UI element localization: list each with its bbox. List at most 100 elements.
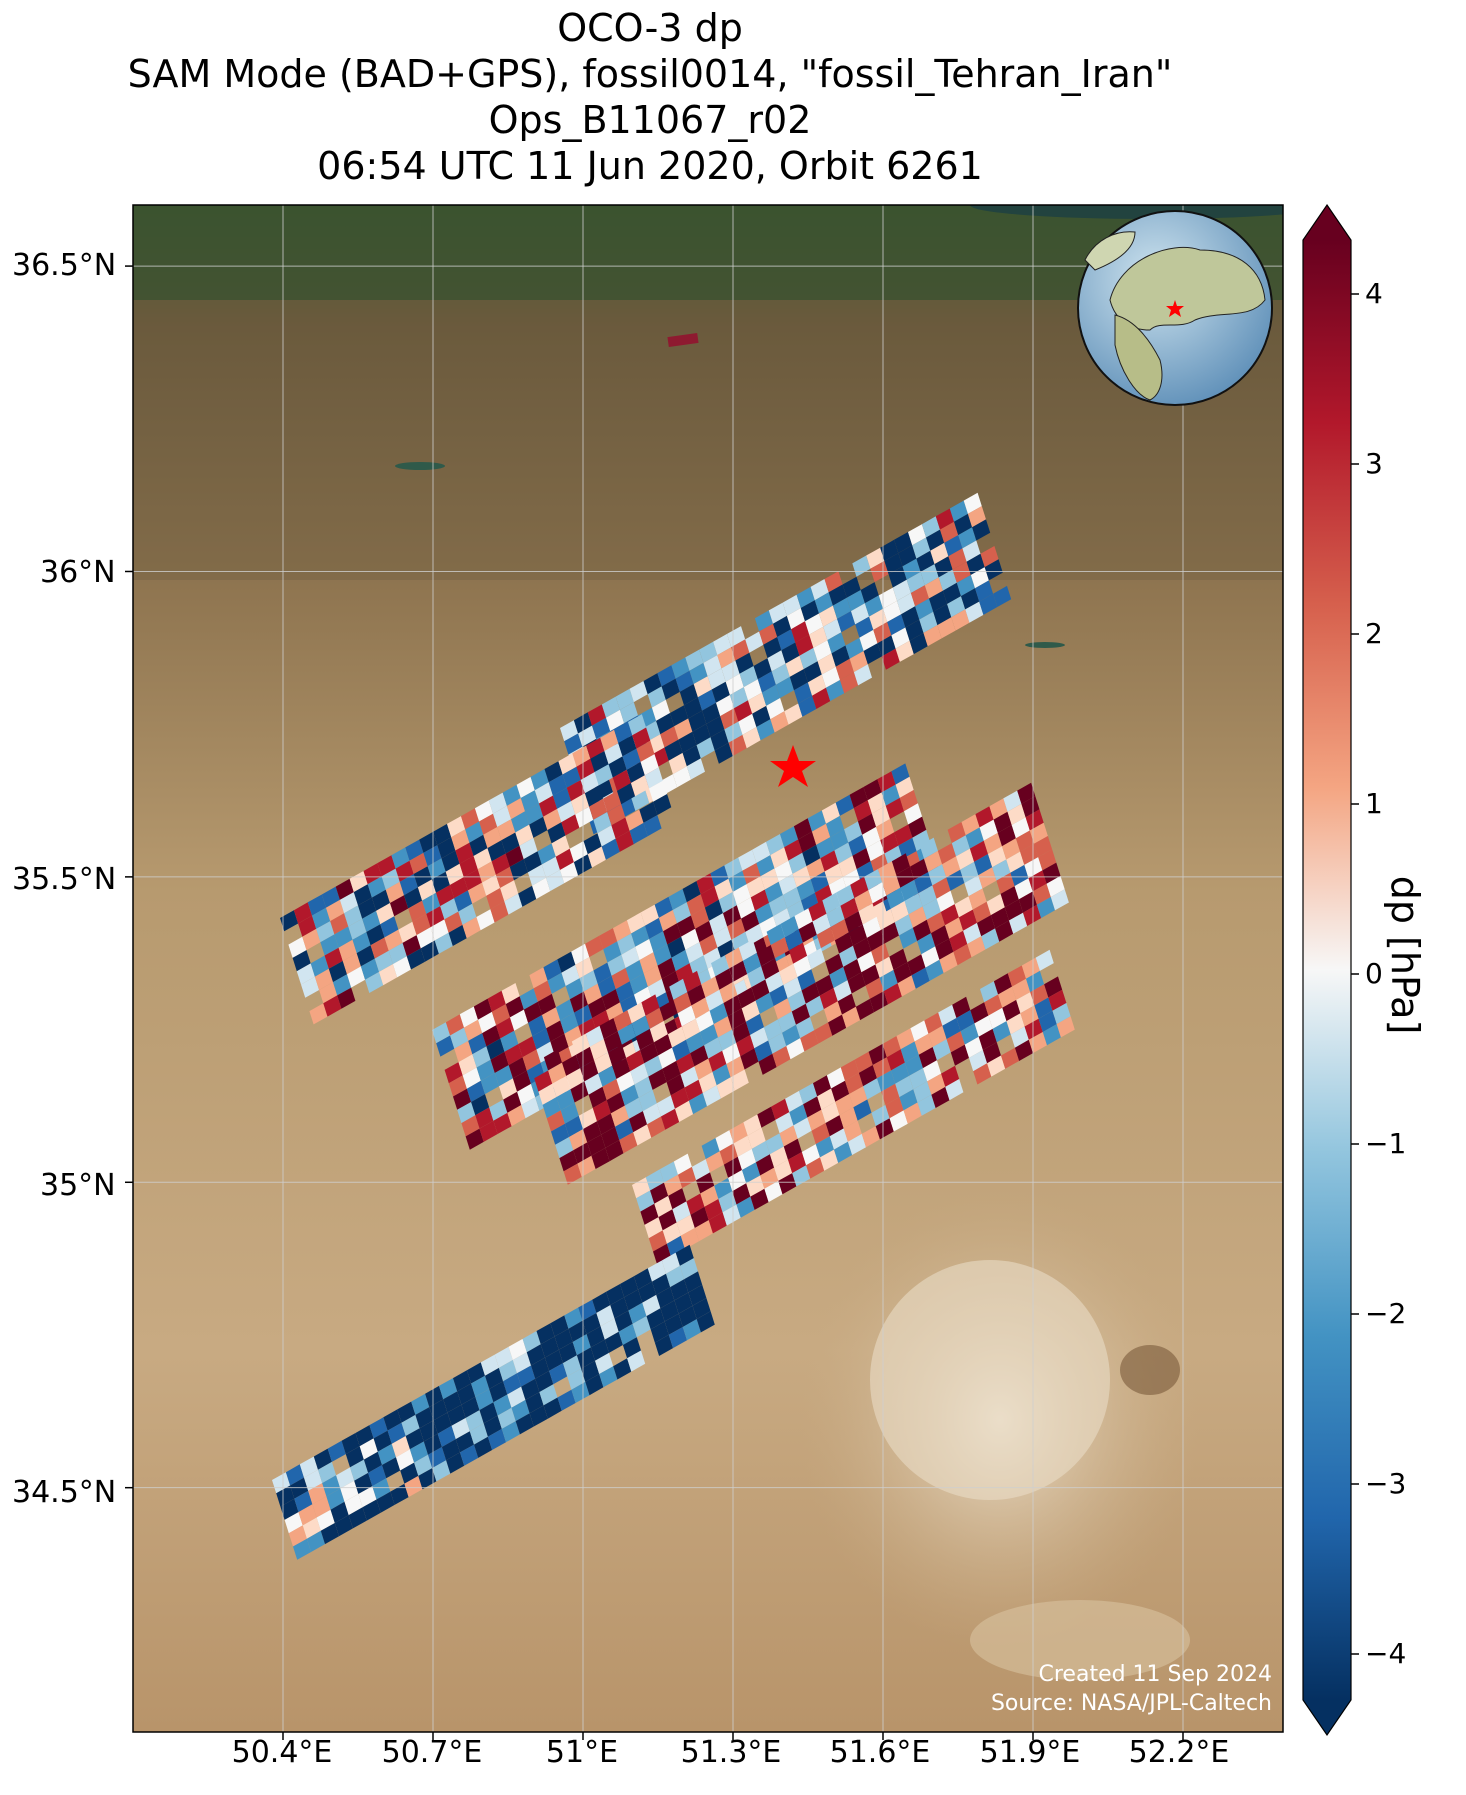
sounding-footprint [723,905,742,927]
sounding-footprint [566,1068,585,1090]
sounding-footprint [906,571,925,593]
sounding-footprint [729,1122,748,1144]
sounding-footprint [931,1086,950,1108]
sounding-footprint [493,805,512,827]
sounding-footprint [882,874,901,896]
sounding-footprint [703,655,722,677]
sounding-footprint [793,1117,812,1139]
sounding-footprint [735,652,754,674]
sounding-footprint [709,913,728,935]
sounding-footprint [602,1079,621,1101]
sounding-footprint [659,1161,678,1183]
sounding-footprint [663,923,682,945]
sounding-footprint [505,845,524,867]
sounding-footprint [485,1367,504,1389]
sounding-footprint [685,942,704,964]
sounding-footprint [409,1441,428,1463]
sounding-footprint [696,737,715,759]
sounding-footprint [686,758,705,780]
sounding-footprint [353,884,372,906]
sounding-footprint [826,1067,845,1089]
sounding-footprint [837,993,856,1015]
sounding-footprint [430,919,449,941]
sounding-footprint [988,846,1007,868]
colorbar-tick-label: 0 [1365,957,1383,990]
sounding-footprint [660,1300,679,1322]
sounding-footprint [895,776,914,798]
sounding-footprint [677,915,696,937]
sounding-footprint [298,915,317,937]
sounding-footprint [772,1046,791,1068]
colorbar-body [1303,240,1351,1700]
sounding-footprint [629,973,648,995]
sounding-footprint [885,1097,904,1119]
sounding-footprint [1001,1047,1020,1069]
sounding-footprint [610,1297,629,1319]
sounding-footprint [880,922,899,944]
sounding-footprint [586,737,605,759]
sounding-footprint [949,930,968,952]
sounding-footprint [960,861,979,883]
sounding-footprint [781,642,800,664]
sounding-footprint [340,1480,359,1502]
sounding-footprint [893,962,912,984]
sounding-footprint [863,643,882,665]
sounding-footprint [897,975,916,997]
sounding-footprint [557,801,576,823]
sounding-footprint [785,1090,804,1113]
sounding-footprint [362,1499,381,1521]
sounding-footprint [817,653,836,675]
sounding-footprint [354,1472,373,1494]
sounding-footprint [851,603,870,625]
sounding-footprint [664,739,683,761]
sounding-footprint [740,1048,759,1070]
sounding-footprint [563,1355,582,1377]
sounding-footprint [803,661,822,683]
sounding-footprint [326,899,345,922]
sounding-footprint [824,863,843,885]
sounding-footprint [494,1346,513,1368]
sounding-footprint [390,1483,409,1505]
sounding-footprint [503,1373,522,1395]
sounding-footprint [672,1201,691,1223]
sounding-footprint [336,1467,355,1489]
sounding-footprint [696,1311,715,1333]
sounding-footprint [647,686,666,708]
sounding-footprint [618,1323,637,1345]
sounding-footprint [837,611,856,633]
sounding-footprint [512,1070,531,1092]
sounding-footprint [543,1049,562,1071]
sounding-footprint [369,1417,388,1439]
sounding-footprint [657,665,676,687]
sounding-footprint [794,682,813,704]
sounding-footprint [564,1307,583,1329]
sounding-footprint [575,806,594,828]
colorbar-extend-bottom [1303,1700,1351,1735]
sounding-footprint [517,1365,536,1387]
sounding-footprint [861,1126,880,1148]
sounding-footprint [701,1138,720,1160]
sounding-footprint [993,973,1012,995]
sounding-footprint [529,816,548,838]
sounding-footprint [356,945,375,967]
sounding-footprint [547,822,566,844]
sounding-footprint [390,895,409,917]
sounding-footprint [614,722,633,744]
sounding-footprint [759,623,778,645]
sounding-footprint [590,751,609,773]
sounding-footprint [769,1146,788,1168]
sounding-footprint [900,879,919,902]
sounding-footprint [617,1023,636,1045]
sounding-footprint [573,1142,592,1164]
sounding-footprint [852,848,871,870]
sounding-footprint [453,1370,472,1392]
sounding-footprint [727,1008,746,1030]
sounding-footprint [889,948,908,970]
sounding-footprint [1003,790,1022,812]
sounding-footprint [850,876,869,898]
sounding-footprint [1056,1016,1075,1038]
sounding-footprint [746,1175,765,1197]
sounding-footprint [640,1042,659,1064]
sounding-footprint [773,908,792,930]
sounding-footprint [742,1162,761,1184]
